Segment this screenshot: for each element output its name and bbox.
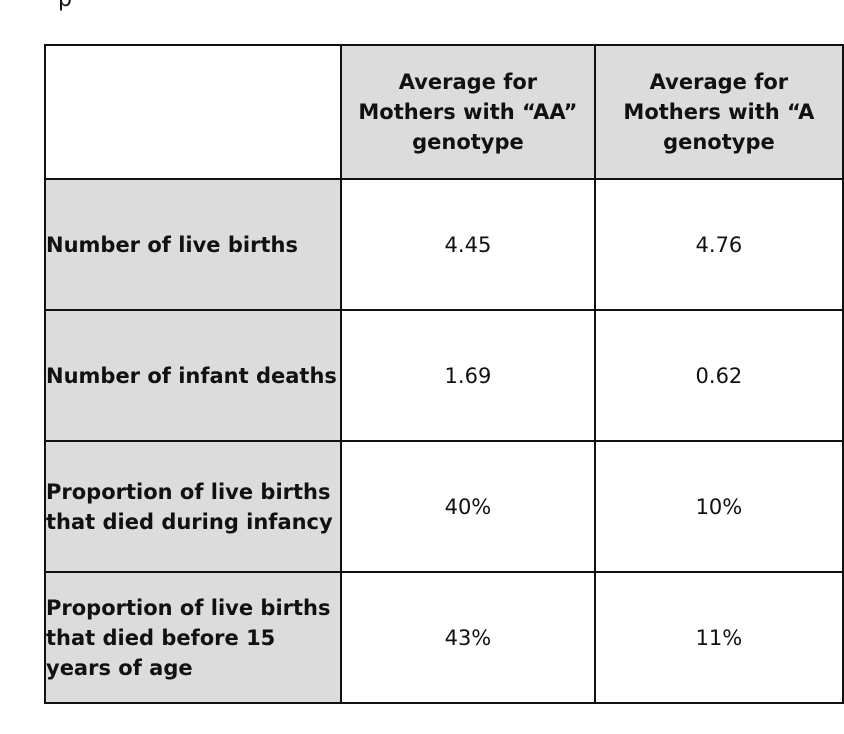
row-label: Number of infant deaths (43, 309, 343, 442)
row-label: Proportion of live births that died duri… (43, 440, 343, 573)
header-line: genotype (412, 130, 524, 154)
row-label: Number of live births (43, 178, 343, 311)
header-line: Mothers with “A (623, 100, 815, 124)
value-cell: 1.69 (340, 309, 596, 442)
column-header-second-genotype: Average for Mothers with “A genotype (593, 44, 844, 180)
header-line: Average for (398, 70, 538, 94)
value-cell: 0.62 (593, 309, 844, 442)
column-header-aa: Average for Mothers with “AA” genotype (340, 44, 596, 180)
table-row: Proportion of live births that died duri… (43, 440, 844, 573)
table-row: Number of infant deaths 1.69 0.62 (43, 309, 844, 442)
value-cell: 4.45 (340, 178, 596, 311)
table-row: Proportion of live births that died befo… (43, 571, 844, 704)
table-corner-cell (43, 44, 343, 180)
clipped-text-fragment: p (58, 0, 72, 12)
header-line: Mothers with “AA” (358, 100, 578, 124)
value-cell: 40% (340, 440, 596, 573)
header-line: Average for (649, 70, 789, 94)
table-row: Number of live births 4.45 4.76 (43, 178, 844, 311)
table-header-row: Average for Mothers with “AA” genotype A… (43, 44, 844, 180)
row-label: Proportion of live births that died befo… (43, 571, 343, 704)
value-cell: 10% (593, 440, 844, 573)
value-cell: 11% (593, 571, 844, 704)
header-line: genotype (663, 130, 775, 154)
value-cell: 43% (340, 571, 596, 704)
value-cell: 4.76 (593, 178, 844, 311)
genotype-data-table: Average for Mothers with “AA” genotype A… (43, 44, 844, 704)
